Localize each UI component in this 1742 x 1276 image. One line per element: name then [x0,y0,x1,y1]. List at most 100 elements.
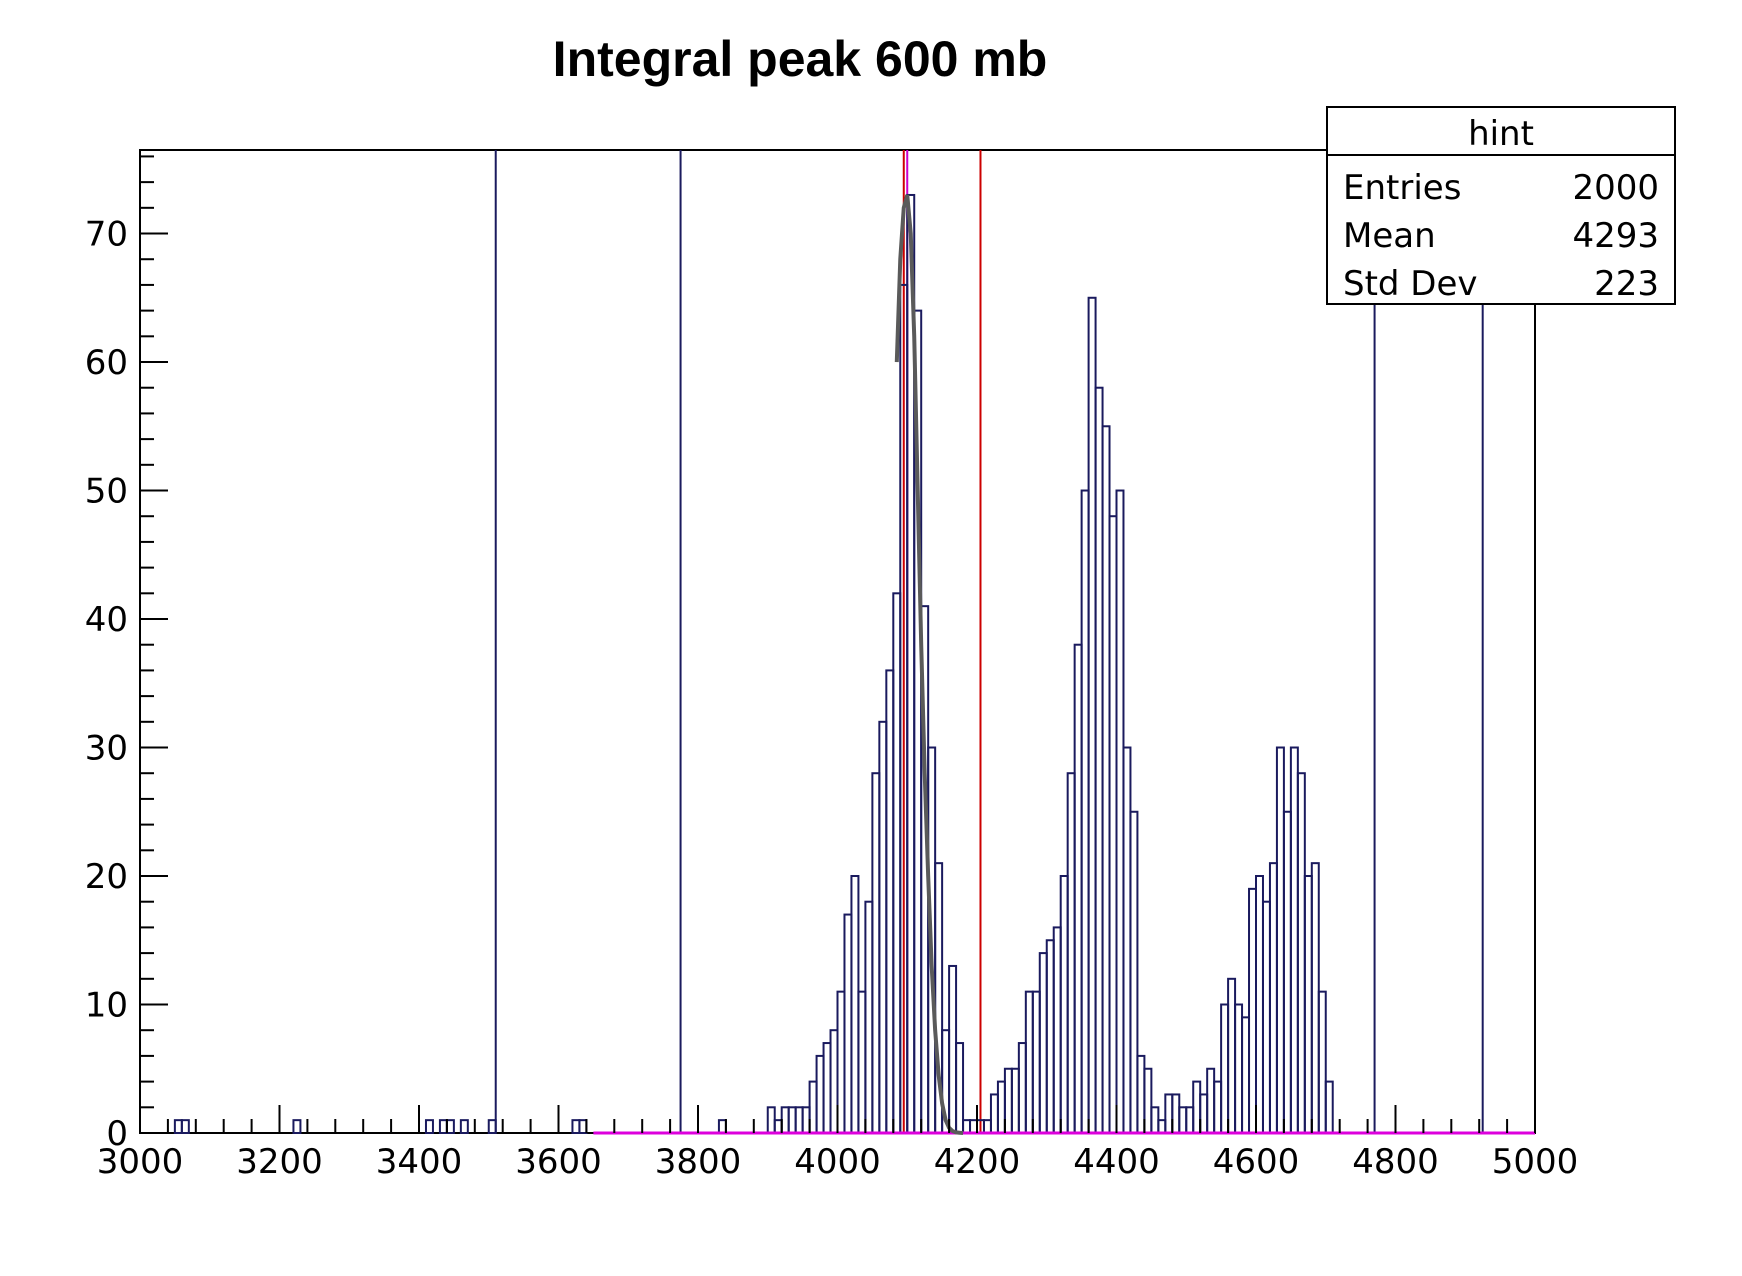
histogram-bin [1310,862,1320,1134]
histogram-bin [1248,887,1258,1134]
histogram-bin [1282,810,1292,1134]
histogram-bin [815,1054,825,1135]
histogram-bin [989,1093,999,1134]
y-tick-label: 70 [85,215,128,255]
histogram-bin [1303,875,1313,1134]
histogram-bin [1234,1003,1244,1135]
x-tick-label: 4400 [1073,1142,1160,1182]
histogram-bin [1171,1093,1181,1134]
histogram-bin [292,1119,302,1134]
histogram-bin [1206,1067,1216,1134]
histogram-bin [1136,1054,1146,1135]
histogram-bin [1087,296,1097,1134]
x-tick-label: 3600 [515,1142,602,1182]
histogram-bin [578,1119,588,1134]
histogram-bin [1164,1093,1174,1134]
stats-label: Entries [1343,168,1461,208]
histogram-bin [1275,746,1285,1135]
histogram-bin [438,1119,448,1134]
histogram-bin [787,1106,797,1135]
histogram-bin [871,772,881,1135]
histogram-bin [487,1119,497,1134]
histogram-bin [1059,875,1069,1134]
y-tick-label: 10 [85,986,128,1026]
histogram-bin [808,1080,818,1135]
histogram-bin [1150,1106,1160,1135]
histogram-bin [1227,977,1237,1134]
histogram-bin [1192,1080,1202,1135]
histogram-bin [822,1042,832,1134]
y-tick-label: 60 [85,343,128,383]
histogram-bin [1066,772,1076,1135]
histogram-bin [996,1080,1006,1135]
histogram-bin [1317,990,1327,1134]
y-tick-label: 20 [85,857,128,897]
histogram-series [173,193,1535,1135]
histogram-bin [1268,862,1278,1134]
histogram-bin [850,875,860,1134]
x-tick-label: 3800 [655,1142,742,1182]
histogram-bin [962,1119,972,1134]
x-tick-label: 3400 [376,1142,463,1182]
histogram-bin [1199,1093,1209,1134]
histogram-bin [885,669,895,1134]
histogram-bin [1045,939,1055,1134]
histogram-bin [173,1119,183,1134]
histogram-bin [1038,952,1048,1134]
histogram-bin [780,1106,790,1135]
histogram-bin [843,913,853,1134]
histogram-bin [1296,772,1306,1135]
fit-series [894,194,964,1135]
stats-value: 223 [1594,264,1659,304]
stats-value: 2000 [1572,168,1659,208]
histogram-bin [717,1119,727,1134]
histogram-bin [955,1042,965,1134]
y-tick-label: 30 [85,729,128,769]
x-tick-label: 3000 [97,1142,184,1182]
histogram-bin [829,1029,839,1135]
histogram-bin [878,720,888,1135]
histogram-bin [1010,1067,1020,1134]
stats-box-title: hint [1468,114,1534,154]
histogram-bin [445,1119,455,1134]
histogram-bin [1289,746,1299,1135]
histogram-bin [1122,746,1132,1135]
y-tick-label: 40 [85,600,128,640]
histogram-bin [180,1119,190,1134]
histogram-bin [892,592,902,1134]
x-tick-label: 3200 [236,1142,323,1182]
histogram-bin [424,1119,434,1134]
y-tick-label: 50 [85,472,128,512]
histogram-bin [969,1119,979,1134]
histogram-bin [766,1106,776,1135]
histogram-bin [1261,900,1271,1134]
histogram-bin [864,900,874,1134]
plot-frame [139,149,1536,1134]
histogram-bin [1213,1080,1223,1135]
histogram-bin [1241,1016,1251,1135]
fit-curve [894,194,964,1135]
x-tick-label: 4800 [1352,1142,1439,1182]
histogram-bin [794,1106,804,1135]
histogram-bin [1324,1080,1334,1135]
histogram-bin [801,1106,811,1135]
histogram-bin [1255,875,1264,1134]
histogram-bin [1108,515,1118,1134]
histogram-bin [1143,1067,1153,1134]
stats-value: 4293 [1572,216,1659,256]
histogram-bin [1185,1106,1195,1135]
y-tick-label: 0 [106,1114,128,1154]
plot-border [139,149,1536,1134]
axes: 3000 3200 3400 3600 3800 4000 4200 4400 4600 4800… [85,155,1578,1182]
histogram-bin [1031,990,1041,1134]
histogram-bin [1115,489,1125,1134]
histogram-bin [982,1119,992,1134]
histogram-bin [1157,1119,1167,1134]
histogram-bin [857,990,867,1134]
histogram-bin [1220,1003,1230,1135]
stats-box-frame [1326,106,1676,305]
stats-label: Std Dev [1343,264,1478,304]
histogram-bin [1178,1106,1188,1135]
